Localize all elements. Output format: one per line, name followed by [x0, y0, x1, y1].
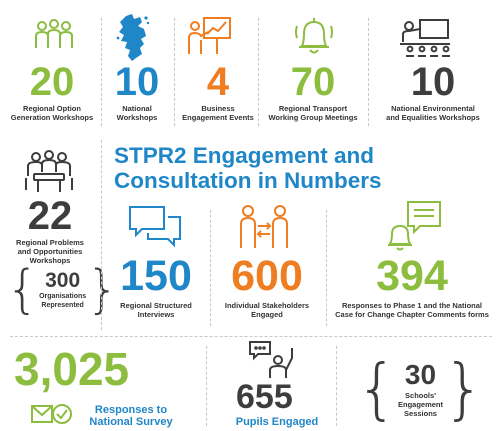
- page-title: STPR2 Engagement and Consultation in Num…: [114, 143, 382, 193]
- stat-label: Business Engagement Events: [182, 104, 254, 122]
- stat-label: Regional Transport Working Group Meeting…: [268, 104, 358, 122]
- divider: [10, 336, 492, 337]
- stat-pupils-label: Pupils Engaged: [235, 416, 319, 428]
- stat-phase-responses: 394 Responses to Phase 1 and the Nationa…: [328, 252, 496, 320]
- stat-survey-number: 3,025: [14, 343, 130, 395]
- stat-number: 600: [231, 252, 303, 300]
- stat-label: Organisations Represented: [39, 293, 87, 309]
- stat-environmental-workshops: 10 National Environmental and Equalities…: [370, 62, 496, 122]
- divider: [336, 346, 337, 426]
- stat-rtwg-meetings: 70 Regional Transport Working Group Meet…: [260, 62, 366, 122]
- divider: [326, 210, 327, 326]
- stat-regional-option: 20 Regional Option Generation Workshops: [4, 62, 100, 122]
- stat-label: Regional Problems and Opportunities Work…: [16, 238, 84, 265]
- stat-label: Schools' Engagement Sessions: [398, 390, 444, 418]
- stat-number: 4: [206, 60, 230, 104]
- stat-pupils-number: 655: [236, 378, 293, 416]
- divider: [174, 18, 175, 126]
- stat-number: 30: [404, 358, 437, 390]
- stat-label: National Workshops: [116, 104, 158, 122]
- stat-number: 300: [45, 269, 81, 292]
- stat-label: National Environmental and Equalities Wo…: [386, 104, 480, 122]
- brace-right: }: [443, 350, 486, 427]
- brace-right: }: [86, 260, 120, 320]
- raised-hand-icon: [248, 340, 296, 380]
- stat-number: 70: [290, 60, 336, 104]
- stat-survey-label: Responses to National Survey: [89, 404, 173, 428]
- stat-national-workshops: 10 National Workshops: [102, 62, 172, 122]
- stat-organisations: { 300 Organisations Represented }: [6, 260, 119, 320]
- stat-label: Responses to Phase 1 and the National Ca…: [335, 301, 489, 319]
- stat-label: Individual Stakeholders Engaged: [224, 301, 310, 319]
- brace-left: {: [6, 260, 40, 320]
- stat-interviews: 150 Regional Structured Interviews: [104, 252, 208, 320]
- stat-business-engagement: 4 Business Engagement Events: [176, 62, 260, 122]
- scotland-map-icon: [116, 14, 150, 62]
- notification-bubble-icon: [386, 200, 442, 252]
- divider: [101, 18, 102, 126]
- mail-check-icon: [30, 400, 72, 426]
- presenter-chart-icon: [186, 16, 232, 56]
- divider: [210, 210, 211, 326]
- divider: [368, 18, 369, 126]
- divider: [258, 18, 259, 126]
- stat-number: 394: [376, 252, 448, 300]
- group-people-icon: [34, 18, 74, 52]
- people-exchange-icon: [238, 204, 290, 250]
- divider: [101, 140, 102, 330]
- stat-stakeholders: 600 Individual Stakeholders Engaged: [212, 252, 322, 320]
- stat-number: 20: [29, 60, 75, 104]
- bell-icon: [294, 14, 334, 58]
- classroom-presentation-icon: [400, 18, 450, 58]
- stat-problems-workshops: 22 Regional Problems and Opportunities W…: [0, 196, 100, 265]
- brace-left: {: [356, 350, 398, 427]
- meeting-table-icon: [24, 150, 74, 194]
- stat-number: 10: [114, 60, 160, 104]
- stat-label: Regional Structured Interviews: [120, 301, 192, 319]
- stat-number: 150: [120, 252, 192, 300]
- speech-bubbles-icon: [128, 205, 182, 251]
- stat-number: 22: [27, 194, 73, 238]
- stat-schools: { 30 Schools' Engagement Sessions }: [356, 350, 486, 427]
- stat-label: Regional Option Generation Workshops: [10, 104, 94, 122]
- stat-number: 10: [410, 60, 456, 104]
- divider: [206, 346, 207, 426]
